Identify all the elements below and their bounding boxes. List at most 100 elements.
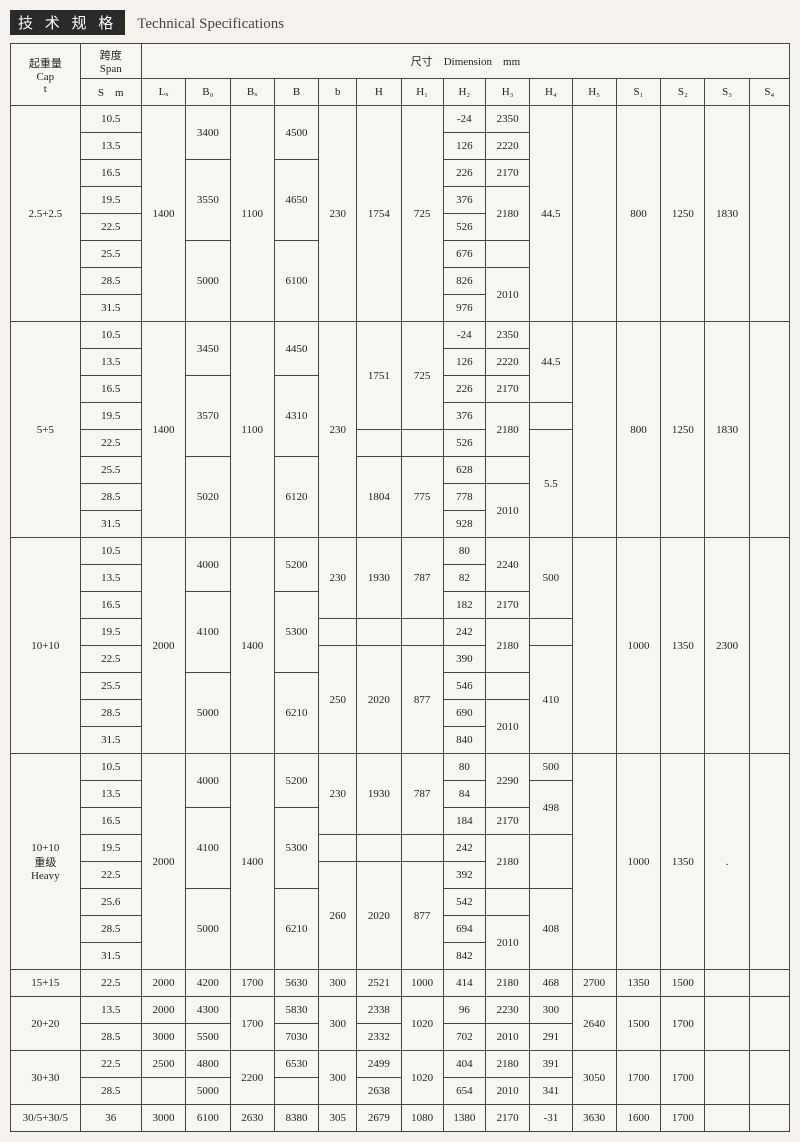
cell-B: 5830	[274, 997, 318, 1024]
span-cell: 16.5	[80, 808, 141, 835]
span-cell: 19.5	[80, 403, 141, 430]
cell-H5	[572, 754, 616, 970]
cell-b: 230	[319, 322, 357, 538]
cell-b	[319, 835, 357, 862]
span-cell: 16.5	[80, 376, 141, 403]
cell-S3: .	[705, 754, 749, 970]
span-cell: 28.5	[80, 916, 141, 943]
page-title: 技 术 规 格 Technical Specifications	[10, 10, 790, 35]
cell-H4: 44.5	[530, 322, 572, 403]
span-cell: 22.5	[80, 646, 141, 673]
cell-H2: 390	[443, 646, 485, 673]
span-cell: 22.5	[80, 214, 141, 241]
hdr-col-14: S₄	[749, 79, 789, 106]
cell-b: 250	[319, 646, 357, 754]
cell-H2: 976	[443, 295, 485, 322]
span-cell: 10.5	[80, 322, 141, 349]
cell-H2: 82	[443, 565, 485, 592]
cell-Bx: 1100	[230, 106, 274, 322]
span-cell: 10.5	[80, 106, 141, 133]
cell-S2: 1700	[661, 1105, 705, 1132]
cell-H5: 2700	[572, 970, 616, 997]
cell-H: 1930	[357, 538, 401, 619]
cell-S3	[705, 1105, 749, 1132]
cell-Bx: 1700	[230, 997, 274, 1051]
cell-H2: 80	[443, 538, 485, 565]
cell-H2: 96	[443, 997, 485, 1024]
cell-H4: 410	[530, 646, 572, 754]
cell-H1: 1020	[401, 1051, 443, 1105]
cell-H3: 2010	[485, 268, 529, 322]
cell-B: 6100	[274, 241, 318, 322]
cell-H: 2332	[357, 1024, 401, 1051]
cell-H1: 1000	[401, 970, 443, 997]
hdr-col-0: Lₓ	[141, 79, 185, 106]
cell-B: 6210	[274, 673, 318, 754]
cell-S4	[749, 106, 789, 322]
cell-H	[357, 619, 401, 646]
cell-B0: 4000	[186, 538, 230, 592]
cell-H3: 2240	[485, 538, 529, 592]
cell-S2: 1250	[661, 106, 705, 322]
cell-B: 4310	[274, 376, 318, 457]
cell-Lx: 2000	[141, 754, 185, 970]
span-cell: 22.5	[80, 970, 141, 997]
cell-S1: 1700	[616, 1051, 660, 1105]
span-cell: 28.5	[80, 268, 141, 295]
cell-H2: -24	[443, 106, 485, 133]
hdr-col-13: S₃	[705, 79, 749, 106]
cell-Lx: 1400	[141, 106, 185, 322]
cell-H: 2020	[357, 646, 401, 754]
cell-b	[319, 619, 357, 646]
cell-Lx: 1400	[141, 322, 185, 538]
cell-H2: 414	[443, 970, 485, 997]
cell-H2: 182	[443, 592, 485, 619]
cell-B0: 3570	[186, 376, 230, 457]
cell-H1: 787	[401, 538, 443, 619]
cell-H2: 1380	[443, 1105, 485, 1132]
cell-B	[274, 1078, 318, 1105]
cell-B: 6120	[274, 457, 318, 538]
cap-cell: 2.5+2.5	[11, 106, 81, 322]
hdr-col-6: H₁	[401, 79, 443, 106]
cell-H2: 242	[443, 619, 485, 646]
cell-H2: 676	[443, 241, 485, 268]
span-cell: 16.5	[80, 160, 141, 187]
span-cell: 31.5	[80, 511, 141, 538]
cell-H2: 80	[443, 754, 485, 781]
cell-H3: 2220	[485, 349, 529, 376]
span-cell: 25.5	[80, 457, 141, 484]
span-cell: 10.5	[80, 754, 141, 781]
cell-H2: 702	[443, 1024, 485, 1051]
hdr-cap: 起重量Capt	[11, 44, 81, 106]
cell-H3: 2180	[485, 835, 529, 889]
hdr-col-9: H₄	[530, 79, 572, 106]
cell-H4: 391	[530, 1051, 572, 1078]
cell-H2: 526	[443, 430, 485, 457]
hdr-S: S m	[80, 79, 141, 106]
cell-S1: 1000	[616, 538, 660, 754]
cell-S4	[749, 970, 789, 997]
cell-B: 5200	[274, 538, 318, 592]
cell-Bx: 1100	[230, 322, 274, 538]
span-cell: 28.5	[80, 1024, 141, 1051]
cell-H4: 468	[530, 970, 572, 997]
span-cell: 22.5	[80, 862, 141, 889]
cell-H5	[572, 106, 616, 322]
cell-H3	[485, 457, 529, 484]
cell-B: 5200	[274, 754, 318, 808]
cell-Lx: 3000	[141, 1024, 185, 1051]
span-cell: 31.5	[80, 295, 141, 322]
cell-H3: 2180	[485, 970, 529, 997]
span-cell: 28.5	[80, 1078, 141, 1105]
cell-H3: 2010	[485, 1078, 529, 1105]
cell-H4: 498	[530, 781, 572, 835]
cell-H2: 526	[443, 214, 485, 241]
cell-H1	[401, 619, 443, 646]
cell-S4	[749, 754, 789, 970]
cell-B: 7030	[274, 1024, 318, 1051]
cell-H1	[401, 835, 443, 862]
cap-cell: 10+10	[11, 538, 81, 754]
cell-H5: 2640	[572, 997, 616, 1051]
cell-H3: 2180	[485, 1051, 529, 1078]
